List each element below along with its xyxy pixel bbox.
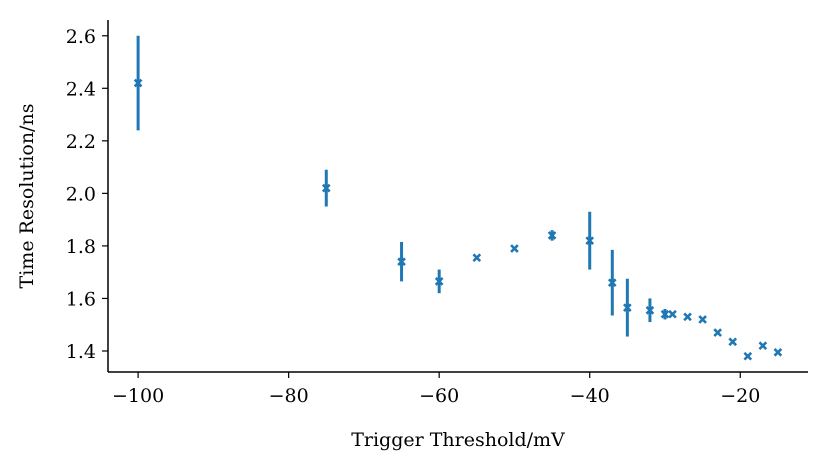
y-axis-label: Time Resolution/ns xyxy=(16,104,38,289)
data-point xyxy=(645,298,655,323)
x-marker xyxy=(510,244,519,253)
y-tick-label: 2.6 xyxy=(66,26,96,48)
x-marker xyxy=(645,305,655,315)
data-point xyxy=(472,253,482,263)
x-marker xyxy=(713,328,722,337)
x-marker xyxy=(472,253,482,263)
x-tick-label: −100 xyxy=(112,385,164,407)
x-tick-label: −60 xyxy=(419,385,459,407)
data-point xyxy=(683,312,692,322)
x-tick-label: −40 xyxy=(570,385,610,407)
data-point xyxy=(698,315,707,324)
x-marker xyxy=(434,277,444,286)
x-marker xyxy=(758,341,768,351)
data-point xyxy=(547,230,557,241)
data-point xyxy=(321,169,331,207)
y-ticks: 1.4 1.6 1.8 2.0 2.2 2.4 2.6 xyxy=(66,26,108,363)
data-point xyxy=(668,309,677,319)
data-point xyxy=(713,328,722,337)
x-marker xyxy=(397,257,406,266)
y-tick-label: 1.4 xyxy=(66,341,96,363)
x-marker xyxy=(321,183,331,193)
data-point xyxy=(585,211,595,270)
x-marker xyxy=(698,315,707,324)
x-marker xyxy=(728,337,738,347)
data-point xyxy=(434,269,444,294)
x-marker xyxy=(660,309,670,319)
x-marker xyxy=(668,309,677,319)
x-marker xyxy=(773,347,783,357)
data-point xyxy=(607,249,617,316)
x-marker xyxy=(133,78,143,88)
x-tick-label: −20 xyxy=(720,385,760,407)
x-marker xyxy=(623,303,632,312)
x-ticks: −100 −80 −60 −40 −20 xyxy=(112,372,760,407)
data-point xyxy=(510,244,519,253)
data-point xyxy=(660,308,670,320)
x-marker xyxy=(743,351,753,361)
y-tick-label: 1.8 xyxy=(66,236,96,258)
y-tick-label: 1.6 xyxy=(66,288,96,310)
data-point xyxy=(623,278,632,337)
x-marker xyxy=(607,278,617,288)
y-tick-label: 2.2 xyxy=(66,131,96,153)
data-point xyxy=(773,347,783,357)
data-point xyxy=(728,337,738,347)
data-point xyxy=(397,241,406,282)
plot-area xyxy=(133,35,783,361)
data-point xyxy=(133,35,143,131)
x-axis-label: Trigger Threshold/mV xyxy=(351,429,565,451)
y-tick-label: 2.4 xyxy=(66,78,96,100)
data-point xyxy=(743,351,753,361)
x-tick-label: −80 xyxy=(269,385,309,407)
x-marker xyxy=(547,231,557,240)
data-point xyxy=(758,341,768,351)
y-tick-label: 2.0 xyxy=(66,183,96,205)
x-marker xyxy=(585,236,595,245)
x-marker xyxy=(683,312,692,322)
